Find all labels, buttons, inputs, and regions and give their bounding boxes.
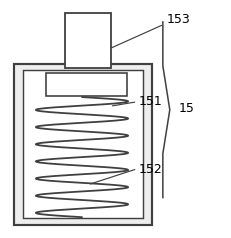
- Text: 151: 151: [139, 95, 162, 108]
- Bar: [46, 73, 127, 96]
- Bar: [23, 70, 143, 218]
- Text: 15: 15: [179, 102, 195, 115]
- Bar: [14, 64, 152, 225]
- Bar: [65, 13, 111, 68]
- Text: 153: 153: [166, 13, 190, 26]
- Text: 152: 152: [139, 163, 162, 176]
